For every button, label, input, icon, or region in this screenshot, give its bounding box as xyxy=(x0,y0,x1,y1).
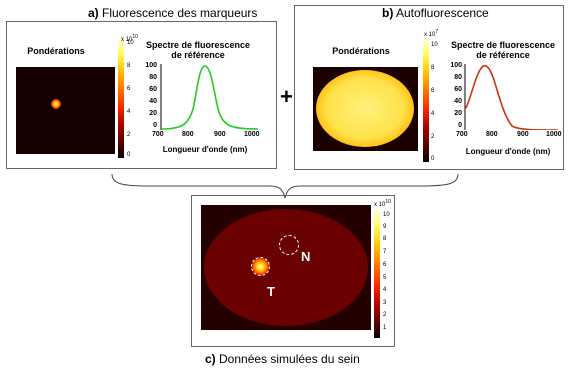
cb-tick: 2 xyxy=(127,132,131,138)
y-tick: 60 xyxy=(149,86,157,93)
y-tick: 20 xyxy=(454,110,462,117)
panel-c-colorbar-ticks: 10 9 8 7 6 5 4 3 2 1 xyxy=(383,212,395,337)
cb-tick: 7 xyxy=(383,249,387,255)
y-tick: 40 xyxy=(454,98,462,105)
cb-tick: 6 xyxy=(127,86,131,92)
panel-b-colorbar xyxy=(423,38,429,162)
panel-b-colorbar-ticks: 10 8 6 4 2 0 xyxy=(431,42,445,162)
spectrum-curve-green xyxy=(161,65,259,130)
tumor-label: T xyxy=(267,284,275,299)
curly-brace xyxy=(111,173,459,199)
panel-c-frame xyxy=(191,195,395,347)
cb-tick: 0 xyxy=(127,152,131,158)
y-tick: 0 xyxy=(458,122,462,129)
cb-tick: 4 xyxy=(383,287,387,293)
tumor-region-circle xyxy=(251,257,270,276)
panel-a-colorbar xyxy=(118,38,124,158)
cb-tick: 3 xyxy=(383,300,387,306)
cb-tick: 10 xyxy=(383,212,390,218)
cb-tick: 0 xyxy=(431,156,435,162)
panel-b-colorbar-exponent: x 107 xyxy=(424,29,439,38)
cb-tick: 1 xyxy=(383,325,387,331)
cb-tick: 6 xyxy=(431,88,435,94)
y-tick: 80 xyxy=(149,74,157,81)
x-tick: 800 xyxy=(182,131,194,138)
y-tick: 100 xyxy=(145,62,157,69)
normal-region-circle xyxy=(279,235,299,255)
panel-a-frame xyxy=(6,21,277,169)
y-tick: 60 xyxy=(454,86,462,93)
panel-a-weight-map xyxy=(16,67,115,154)
x-tick: 900 xyxy=(214,131,226,138)
panel-b-x-label: Longueur d'onde (nm) xyxy=(465,147,551,156)
panel-b-title: b) Autofluorescence xyxy=(382,6,489,20)
panel-c-breast-map: T N xyxy=(201,205,371,330)
cb-tick: 4 xyxy=(431,111,435,117)
cb-tick: 2 xyxy=(431,134,435,140)
marker-hotspot xyxy=(51,99,61,109)
cb-tick: 8 xyxy=(127,63,131,69)
x-tick: 700 xyxy=(152,131,164,138)
panel-a-x-label: Longueur d'onde (nm) xyxy=(162,145,248,154)
y-tick: 40 xyxy=(149,98,157,105)
panel-a-spectrum-title: Spectre de fluorescence de référence xyxy=(145,40,251,60)
normal-label: N xyxy=(301,249,311,264)
y-tick: 100 xyxy=(450,62,462,69)
panel-b-frame xyxy=(294,5,564,170)
cb-tick: 2 xyxy=(383,312,387,318)
x-tick: 900 xyxy=(517,131,529,138)
plus-sign: + xyxy=(280,84,293,109)
panel-c-colorbar-exponent: x 1010 xyxy=(374,199,391,208)
panel-b-weights-label: Pondérations xyxy=(332,46,390,56)
cb-tick: 4 xyxy=(127,109,131,115)
x-tick: 800 xyxy=(486,131,498,138)
panel-a-spectrum-yticks: 100 80 60 40 20 0 xyxy=(137,62,157,132)
cb-tick: 8 xyxy=(431,65,435,71)
autofluorescence-ellipse xyxy=(316,70,414,147)
cb-tick: 5 xyxy=(383,275,387,281)
y-tick: 20 xyxy=(149,110,157,117)
panel-b-spectrum-title: Spectre de fluorescence de référence xyxy=(450,40,556,60)
y-tick: 0 xyxy=(153,122,157,129)
panel-b-spectrum-plot xyxy=(464,64,559,130)
cb-tick: 6 xyxy=(383,262,387,268)
cb-tick: 8 xyxy=(383,236,387,242)
x-tick: 700 xyxy=(456,131,468,138)
x-tick: 1000 xyxy=(546,131,562,138)
x-tick: 1000 xyxy=(244,131,260,138)
cb-tick: 10 xyxy=(431,42,438,48)
cb-tick: 10 xyxy=(127,40,134,46)
panel-b-spectrum-yticks: 100 80 60 40 20 0 xyxy=(442,62,462,132)
breast-ellipse xyxy=(204,209,368,326)
panel-a-title: a) Fluorescence des marqueurs xyxy=(88,6,258,20)
panel-a-spectrum-xticks: 700 800 900 1000 xyxy=(152,131,268,141)
spectrum-curve-red xyxy=(465,64,559,130)
panel-c-colorbar xyxy=(374,209,380,338)
panel-a-colorbar-ticks: 10 8 6 4 2 0 xyxy=(127,40,141,158)
panel-a-weights-label: Pondérations xyxy=(27,46,85,56)
panel-b-weight-map xyxy=(313,67,418,151)
panel-b-spectrum-xticks: 700 800 900 1000 xyxy=(456,131,570,141)
panel-c-caption: c) Données simulées du sein xyxy=(205,352,360,366)
cb-tick: 9 xyxy=(383,224,387,230)
y-tick: 80 xyxy=(454,74,462,81)
panel-a-colorbar-exponent: x 1010 xyxy=(121,34,138,43)
panel-a-spectrum-plot xyxy=(160,64,259,130)
